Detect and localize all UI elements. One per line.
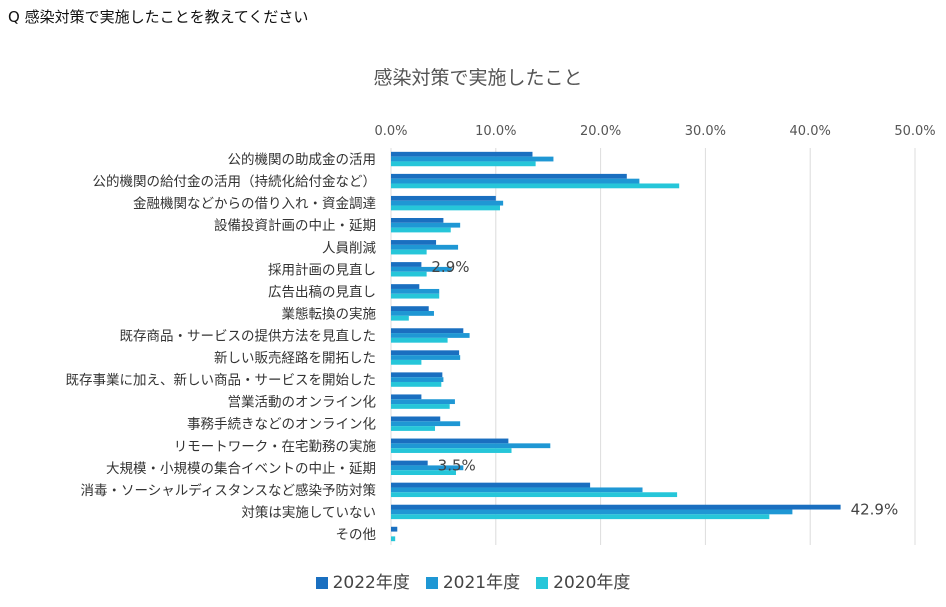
legend-swatch [315,577,328,589]
bar-2020年度-5 [391,271,427,277]
data-label: 42.9% [851,501,899,519]
data-label: 2.9% [431,258,469,276]
bar-2022年度-14 [391,460,428,466]
legend-label: 2022年度 [332,573,410,593]
legend: 2022年度 2021年度 2020年度 [0,568,946,593]
bar-2022年度-10 [391,372,443,378]
bar-2021年度-8 [391,333,470,338]
x-tick-label: 10.0% [475,124,516,139]
category-label: 人員削減 [322,239,376,256]
question-text: Q 感染対策で実施したことを教えてください [8,8,309,26]
bar-2020年度-15 [391,492,678,498]
legend-swatch [536,577,549,589]
category-label: リモートワーク・在宅勤務の実施 [174,439,377,455]
x-tick-label: 30.0% [685,124,726,139]
bar-2022年度-16 [391,504,841,510]
bar-2020年度-14 [391,470,456,476]
bar-2021年度-12 [391,421,461,427]
bar-2021年度-13 [391,443,551,449]
x-tick-labels: 0.0% 10.0% 20.0% 30.0% 40.0% 50.0% [374,124,935,139]
bar-2022年度-4 [391,240,437,245]
bar-2020年度-0 [391,161,536,167]
category-label: 業態転換の実施 [282,306,377,322]
category-label: 設備投資計画の中止・延期 [214,218,376,234]
bar-2021年度-2 [391,200,504,206]
bar-2021年度-15 [391,487,643,493]
bar-2021年度-1 [391,178,640,184]
bar-2021年度-9 [391,355,461,360]
bar-2022年度-1 [391,173,627,179]
bar-2020年度-2 [391,205,500,211]
x-tick-label: 50.0% [894,124,935,139]
category-label: 新しい販売経路を開拓した [214,351,376,367]
category-label: 公的機関の給付金の活用（持続化給付金など） [93,174,377,190]
bar-2021年度-11 [391,399,455,405]
bar-2020年度-8 [391,337,448,343]
bar-2020年度-16 [391,514,770,520]
data-labels: 2.9% 3.5% 42.9% [431,258,898,519]
bar-2022年度-9 [391,350,460,356]
category-label: 既存商品・サービスの提供方法を見直した [120,328,377,344]
bar-2021年度-16 [391,509,793,515]
category-label: 既存事業に加え、新しい商品・サービスを開始した [66,373,377,389]
legend-item: 2021年度 [425,568,521,593]
category-label: その他 [336,527,377,543]
bar-2020年度-10 [391,381,442,387]
bar-2022年度-0 [391,151,533,157]
bar-2022年度-12 [391,416,441,422]
bar-2020年度-7 [391,315,409,321]
chart-title: 感染対策で実施したこと [373,67,582,89]
bar-2020年度-12 [391,426,436,431]
legend-label: 2020年度 [553,573,631,593]
bar-2021年度-7 [391,311,434,316]
bar-2022年度-7 [391,306,429,312]
x-tick-label: 0.0% [374,124,407,139]
bar-2022年度-5 [391,262,422,267]
bar-2021年度-5 [391,266,452,272]
bar-2020年度-13 [391,448,512,453]
bar-chart: 感染対策で実施したこと 0.0% 10.0% 20.0% 30.0% 40.0% 50.0… [66,67,936,545]
category-label: 事務手続きなどのオンライン化 [187,417,376,433]
bar-2022年度-17 [391,526,398,532]
legend-swatch [425,577,438,589]
gridlines [390,148,916,545]
bar-2022年度-3 [391,217,444,223]
bar-2020年度-17 [391,536,396,542]
category-label: 消毒・ソーシャルディスタンスなど感染予防対策 [80,482,376,499]
bar-2020年度-1 [391,183,680,189]
data-label: 3.5% [438,456,476,474]
category-label: 公的機関の助成金の活用 [228,152,377,168]
bar-2021年度-14 [391,465,464,471]
legend-item: 2022年度 [315,568,410,593]
bars [391,151,841,542]
bar-2021年度-0 [391,156,554,162]
x-tick-label: 40.0% [790,124,831,139]
bar-2022年度-15 [391,482,591,488]
x-tick-label: 20.0% [580,124,621,139]
category-label: 広告出稿の見直し [268,284,376,300]
bar-2020年度-3 [391,227,451,233]
category-label: 採用計画の見直し [268,262,376,278]
category-label: 金融機関などからの借り入れ・資金調達 [133,196,376,212]
bar-2020年度-9 [391,359,422,365]
bar-2022年度-11 [391,394,422,400]
category-label: 営業活動のオンライン化 [228,395,377,411]
bar-2022年度-2 [391,195,496,201]
bar-2021年度-6 [391,288,440,294]
bar-2020年度-6 [391,293,440,299]
bar-2022年度-6 [391,284,420,289]
category-label: 大規模・小規模の集合イベントの中止・延期 [106,461,376,477]
bar-2021年度-10 [391,377,444,382]
bar-2022年度-8 [391,328,464,334]
bar-2020年度-4 [391,249,427,255]
legend-label: 2021年度 [442,573,521,593]
legend-item: 2020年度 [536,568,630,593]
bar-2020年度-11 [391,404,450,409]
bar-2022年度-13 [391,438,509,444]
bar-2021年度-3 [391,222,461,228]
category-label: 対策は実施していない [241,504,376,521]
bar-2021年度-4 [391,244,459,250]
